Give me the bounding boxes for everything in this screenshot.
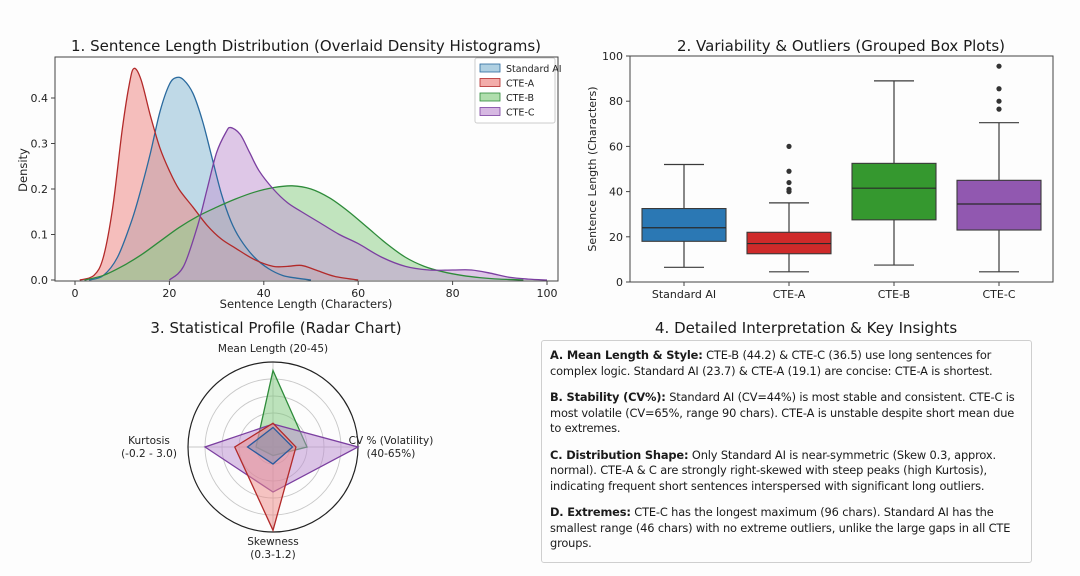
radar-series xyxy=(203,368,360,533)
x-tick-label: 40 xyxy=(257,287,271,300)
density-area-cte-a xyxy=(79,68,359,280)
insight-text: CTE-C has the longest maximum (96 chars)… xyxy=(550,505,1011,550)
outlier-point xyxy=(996,63,1002,69)
insight-heading: C. Distribution Shape: xyxy=(550,447,689,462)
y-tick-label: 40 xyxy=(609,186,623,199)
legend-swatch-cte-b xyxy=(479,92,501,102)
radar-axis-labels: Mean Length (20-45) CV % (Volatility)(40-… xyxy=(121,343,433,561)
outlier-point xyxy=(786,168,792,174)
box-iqr xyxy=(851,162,937,221)
y-tick-label: 0.1 xyxy=(31,229,49,242)
box-iqr xyxy=(641,208,727,242)
radar-panel: 3. Statistical Profile (Radar Chart) Mea… xyxy=(121,319,433,561)
outlier-point xyxy=(786,186,792,192)
radar-axis-label-top: Mean Length (20-45) xyxy=(218,343,328,355)
x-tick-label: Standard AI xyxy=(652,288,716,301)
x-tick-label: CTE-C xyxy=(983,288,1016,301)
x-tick-label: 20 xyxy=(162,287,176,300)
density-y-axis: 0.0 0.1 0.2 0.3 0.4 xyxy=(31,92,55,287)
outlier-point xyxy=(996,98,1002,104)
insight-heading: B. Stability (CV%): xyxy=(550,390,666,404)
density-lines xyxy=(79,67,548,281)
box-standard-ai xyxy=(641,163,727,268)
y-tick-label: 0 xyxy=(616,276,623,289)
outlier-point xyxy=(786,143,792,149)
legend-frame xyxy=(474,57,556,124)
insight-text: Standard AI (CV=44%) is most stable and … xyxy=(550,390,1015,435)
box-x-axis: Standard AI CTE-A CTE-B CTE-C xyxy=(652,282,1016,301)
y-tick-label: 0.3 xyxy=(31,138,49,151)
legend-label-cte-c: CTE-C xyxy=(506,108,535,119)
box-iqr xyxy=(956,179,1042,231)
density-line-cte-c xyxy=(168,126,548,281)
outlier-point xyxy=(996,106,1002,112)
insight-heading: A. Mean Length & Style: xyxy=(550,348,703,362)
radar-axis-label-bottom: (0.3-1.2) xyxy=(250,549,295,561)
y-tick-label: 0.2 xyxy=(31,183,49,196)
density-title: 1. Sentence Length Distribution (Overlai… xyxy=(71,37,541,55)
density-line-cte-a xyxy=(79,67,359,281)
x-tick-label: CTE-B xyxy=(878,288,910,301)
insight-distribution-shape: C. Distribution Shape: Only Standard AI … xyxy=(550,448,1021,495)
y-tick-label: 0.4 xyxy=(31,92,49,105)
insight-stability: B. Stability (CV%): Standard AI (CV=44%)… xyxy=(550,390,1021,437)
radar-polygon-standard-ai xyxy=(246,426,294,465)
radar-axis-label-left: (-0.2 - 3.0) xyxy=(121,448,177,460)
density-x-axis: 0 20 40 60 80 100 xyxy=(72,281,558,300)
insight-mean-length: A. Mean Length & Style: CTE-B (44.2) & C… xyxy=(550,348,1021,379)
legend-swatch-cte-c xyxy=(479,107,501,116)
density-area-cte-c xyxy=(169,127,547,280)
x-tick-label: CTE-A xyxy=(773,288,806,301)
radar-axis-label-right: CV % (Volatility) xyxy=(349,435,434,447)
legend-label-cte-b: CTE-B xyxy=(506,93,534,104)
insights-box: A. Mean Length & Style: CTE-B (44.2) & C… xyxy=(541,340,1032,563)
x-tick-label: 60 xyxy=(351,287,365,300)
box-items xyxy=(641,63,1042,273)
box-y-label: Sentence Length (Characters) xyxy=(586,86,599,251)
box-cte-a xyxy=(746,143,832,273)
legend-label-cte-a: CTE-A xyxy=(506,79,535,90)
insight-heading: D. Extremes: xyxy=(550,505,631,519)
x-tick-label: 0 xyxy=(72,287,79,300)
x-tick-label: 80 xyxy=(446,287,460,300)
density-line-standard-ai xyxy=(88,76,312,281)
insight-text: Only Standard AI is near-symmetric (Skew… xyxy=(550,447,996,493)
legend-label-standard-ai: Standard AI xyxy=(506,64,562,75)
legend-swatch-standard-ai xyxy=(479,63,501,73)
radar-axis-label-right: (40-65%) xyxy=(367,448,416,460)
y-tick-label: 20 xyxy=(609,231,623,244)
density-x-label: Sentence Length (Characters) xyxy=(220,297,393,311)
box-frame xyxy=(629,55,1054,283)
outlier-point xyxy=(786,179,792,186)
radar-axis-label-bottom: Skewness xyxy=(247,536,298,548)
x-tick-label: 100 xyxy=(537,287,558,300)
insight-text: CTE-B (44.2) & CTE-C (36.5) use long sen… xyxy=(550,348,993,378)
y-tick-label: 0.0 xyxy=(31,274,49,287)
density-panel: 1. Sentence Length Distribution (Overlai… xyxy=(16,37,562,311)
density-frame xyxy=(54,56,559,282)
box-cte-c xyxy=(956,63,1042,273)
radar-axis-label-left: Kurtosis xyxy=(128,435,170,447)
outlier-point xyxy=(996,86,1002,92)
y-tick-label: 60 xyxy=(609,140,623,153)
box-title: 2. Variability & Outliers (Grouped Box P… xyxy=(677,37,1005,55)
density-fills xyxy=(79,68,547,280)
insights-title: 4. Detailed Interpretation & Key Insight… xyxy=(655,319,958,337)
density-y-label: Density xyxy=(16,148,30,192)
box-cte-b xyxy=(851,80,937,266)
box-y-axis: 0 20 40 60 80 100 xyxy=(602,50,630,289)
y-tick-label: 100 xyxy=(602,50,623,63)
box-panel: 2. Variability & Outliers (Grouped Box P… xyxy=(586,37,1054,301)
density-line-cte-b xyxy=(84,185,524,281)
legend-swatch-cte-a xyxy=(479,78,501,87)
insight-extremes: D. Extremes: CTE-C has the longest maxim… xyxy=(550,505,1021,552)
density-legend: Standard AI CTE-A CTE-B CTE-C xyxy=(474,57,562,124)
y-tick-label: 80 xyxy=(609,95,623,108)
radar-title: 3. Statistical Profile (Radar Chart) xyxy=(150,319,401,337)
